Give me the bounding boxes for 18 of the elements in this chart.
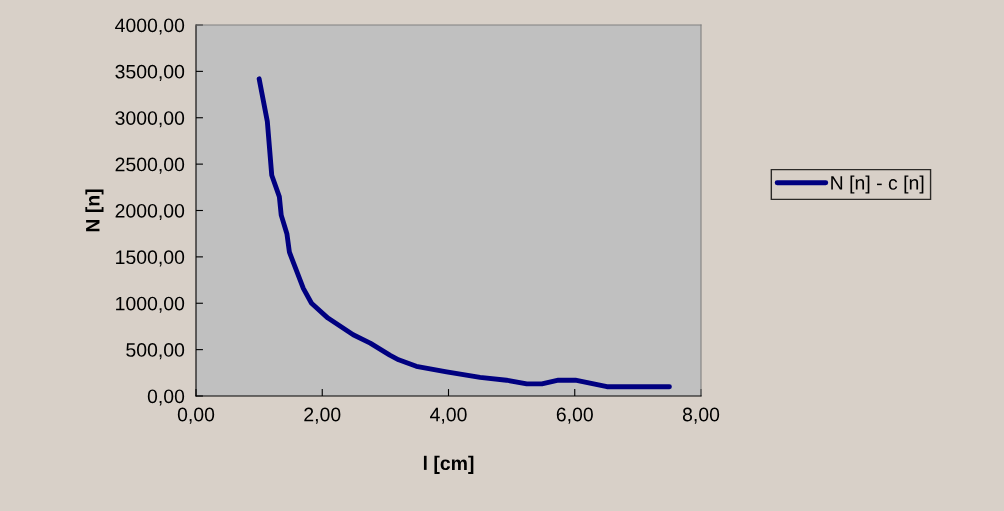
y-tick-label: 2000,00 — [115, 203, 185, 221]
y-axis-title: N [n] — [85, 189, 104, 232]
x-tick-label: 6,00 — [556, 407, 593, 424]
y-tick-label: 4000,00 — [115, 18, 185, 35]
y-tick-label: 3000,00 — [115, 111, 185, 128]
x-tick-label: 4,00 — [430, 407, 467, 424]
y-tick-label: 1000,00 — [116, 296, 185, 313]
y-tick-label: 0,00 — [147, 389, 185, 406]
line-series — [256, 76, 672, 390]
y-tick-label: 1500,00 — [116, 250, 185, 267]
x-tick-label: 8,00 — [682, 407, 720, 424]
y-tick-label: 500,00 — [126, 343, 185, 360]
x-axis-title: l [cm] — [423, 455, 474, 474]
x-tick-label: 2,00 — [304, 407, 341, 424]
legend-label: N [n] - c [n] — [831, 175, 924, 194]
y-tick-label: 2500,00 — [115, 157, 185, 174]
x-tick-label: 0,00 — [177, 407, 215, 424]
y-tick-label: 3500,00 — [115, 64, 185, 81]
